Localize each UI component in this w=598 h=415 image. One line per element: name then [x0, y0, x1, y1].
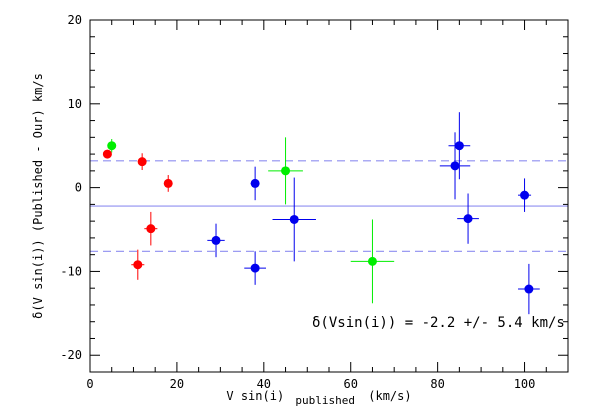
y-tick-label: 20	[68, 13, 82, 27]
x-tick-label: 0	[86, 377, 93, 391]
data-point	[450, 161, 460, 171]
data-points	[102, 141, 534, 294]
error-bars	[105, 112, 540, 315]
x-tick-label: 40	[257, 377, 271, 391]
y-axis-label: δ(V sin(i)) (Published - Our) km/s	[31, 73, 45, 319]
x-axis-label: V sin(i) published (km/s)	[226, 389, 411, 407]
stat-annotation: δ(Vsin(i)) = -2.2 +/- 5.4 km/s	[312, 315, 565, 331]
data-point	[367, 256, 377, 266]
x-axis-label-main: V sin(i)	[226, 389, 284, 403]
x-tick-label: 100	[514, 377, 536, 391]
data-point	[281, 166, 291, 176]
data-point	[454, 141, 464, 151]
data-point	[146, 224, 156, 234]
data-point	[102, 149, 112, 159]
data-point	[520, 190, 530, 200]
data-point	[133, 260, 143, 270]
reference-lines	[90, 160, 568, 252]
data-point	[137, 157, 147, 167]
data-point	[163, 178, 173, 188]
data-point	[211, 235, 221, 245]
axis-ticks	[89, 19, 569, 373]
data-point	[250, 178, 260, 188]
y-tick-label: -10	[60, 264, 82, 278]
x-axis-label-subscript: published	[295, 394, 355, 407]
x-tick-label: 60	[344, 377, 358, 391]
data-point	[289, 214, 299, 224]
x-axis-label-units: (km/s)	[368, 389, 411, 403]
tick-labels: 0 20 40 60 80 100 -20 -10 0 10 20	[60, 13, 535, 391]
x-tick-label: 80	[430, 377, 444, 391]
data-point	[463, 214, 473, 224]
x-tick-label: 20	[170, 377, 184, 391]
data-point	[250, 263, 260, 273]
y-tick-label: 10	[68, 97, 82, 111]
y-tick-label: 0	[75, 181, 82, 195]
data-point	[524, 284, 534, 294]
y-tick-label: -20	[60, 348, 82, 362]
data-point	[107, 141, 117, 151]
